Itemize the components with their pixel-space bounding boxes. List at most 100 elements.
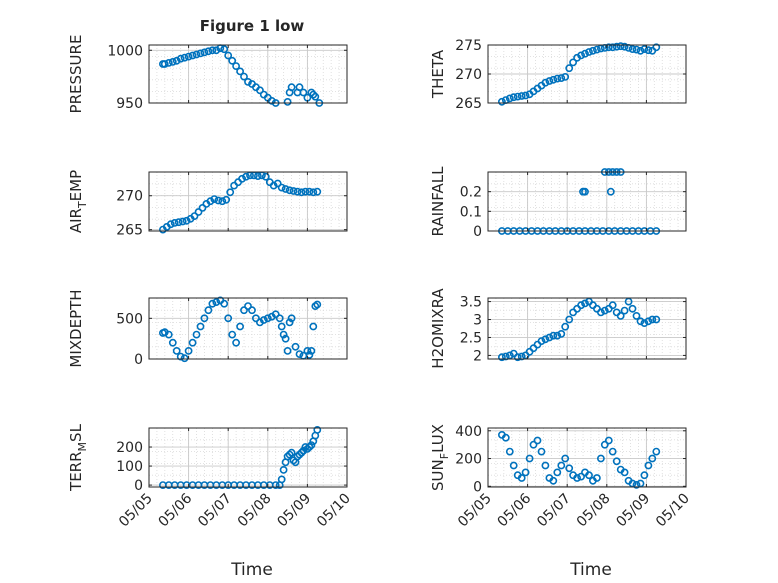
data-point: [178, 217, 187, 226]
data-point: [303, 444, 312, 453]
data-point: [581, 187, 589, 196]
y-tick-label: 500: [116, 311, 143, 327]
data-point: [305, 187, 314, 196]
data-point: [521, 468, 530, 477]
data-point: [565, 315, 574, 324]
data-point: [289, 456, 298, 465]
y-tick-label: 270: [455, 67, 482, 83]
data-point: [293, 452, 302, 461]
y-axis-label: RAINFALL: [429, 166, 447, 237]
data-point: [253, 172, 262, 180]
data-point: [593, 474, 601, 482]
axis-ticks: [148, 172, 348, 231]
plot-area: [488, 172, 686, 231]
data-point: [553, 74, 562, 83]
data-point: [277, 183, 286, 192]
data-point: [283, 452, 292, 461]
data-point: [541, 461, 550, 470]
y-axis-label-rest: EMP: [67, 170, 85, 201]
data-point: [180, 53, 189, 62]
data-point: [557, 74, 566, 82]
y-tick-label: 200: [116, 440, 143, 456]
data-point: [529, 440, 538, 449]
data-point: [285, 450, 294, 459]
data-point: [521, 91, 530, 100]
data-point: [640, 471, 649, 480]
y-tick-label: 1000: [107, 43, 143, 59]
data-point: [505, 447, 514, 456]
data-point: [585, 48, 593, 56]
data-point: [313, 300, 322, 309]
data-point: [232, 62, 240, 70]
data-point: [577, 51, 585, 60]
data-point: [545, 333, 554, 342]
data-point: [497, 353, 506, 362]
y-tick-label: 3.5: [460, 295, 482, 311]
data-point: [537, 337, 546, 345]
data-point: [648, 315, 657, 324]
data-point: [218, 197, 227, 206]
data-point: [170, 218, 179, 227]
minor-grid: [487, 172, 687, 231]
data-point: [501, 352, 510, 361]
data-point: [279, 330, 288, 339]
data-point: [220, 45, 229, 54]
data-point: [194, 208, 203, 216]
data-point: [297, 448, 306, 457]
data-point: [267, 97, 276, 105]
data-point: [577, 301, 585, 310]
data-point: [172, 56, 181, 65]
data-point: [263, 314, 272, 323]
data-point: [168, 338, 177, 347]
data-point: [261, 172, 270, 181]
y-tick-label: 0.1: [460, 204, 482, 220]
data-point: [180, 354, 189, 363]
data-point: [628, 304, 637, 313]
data-point: [632, 45, 641, 54]
y-tick-label: 265: [455, 96, 482, 112]
y-tick-label: 100: [116, 459, 143, 475]
data-point: [620, 306, 629, 315]
data-point: [200, 48, 209, 57]
data-point: [577, 472, 585, 481]
data-markers: [158, 296, 322, 363]
subplot-rainfall: 0 0.1 0.2 RAINFALL: [429, 166, 687, 240]
axis-ticks: [487, 172, 687, 232]
data-point: [176, 54, 185, 63]
data-point: [636, 317, 645, 326]
y-tick-label: 0: [134, 352, 143, 368]
data-point: [214, 196, 223, 205]
data-point: [289, 187, 298, 195]
data-markers: [497, 297, 661, 362]
data-point: [281, 185, 290, 193]
data-point: [573, 474, 581, 482]
y-tick-label: 270: [116, 189, 143, 205]
data-point: [652, 43, 661, 52]
data-point: [604, 436, 613, 445]
data-point: [517, 352, 526, 361]
y-axis-label: PRESSURE: [67, 35, 85, 114]
data-point: [273, 179, 282, 188]
data-point: [206, 197, 215, 206]
data-point: [505, 94, 514, 103]
axis-ticks: [148, 428, 348, 487]
data-point: [313, 187, 322, 196]
data-point: [541, 78, 550, 87]
data-point: [632, 311, 641, 320]
data-point: [285, 186, 294, 195]
data-point: [620, 468, 629, 477]
axis-ticks: [148, 298, 348, 360]
axis-ticks: [487, 428, 687, 487]
data-point: [166, 220, 175, 229]
data-point: [164, 59, 173, 67]
data-point: [604, 43, 613, 52]
data-point: [295, 350, 304, 358]
subplot-air-temp: 265 270 AIRTEMP: [67, 170, 348, 239]
data-point: [172, 346, 181, 355]
y-tick-label: 265: [116, 223, 143, 239]
data-point: [557, 461, 566, 470]
y-tick-label: 0: [134, 478, 143, 494]
data-point: [606, 187, 615, 196]
data-point: [557, 329, 566, 338]
